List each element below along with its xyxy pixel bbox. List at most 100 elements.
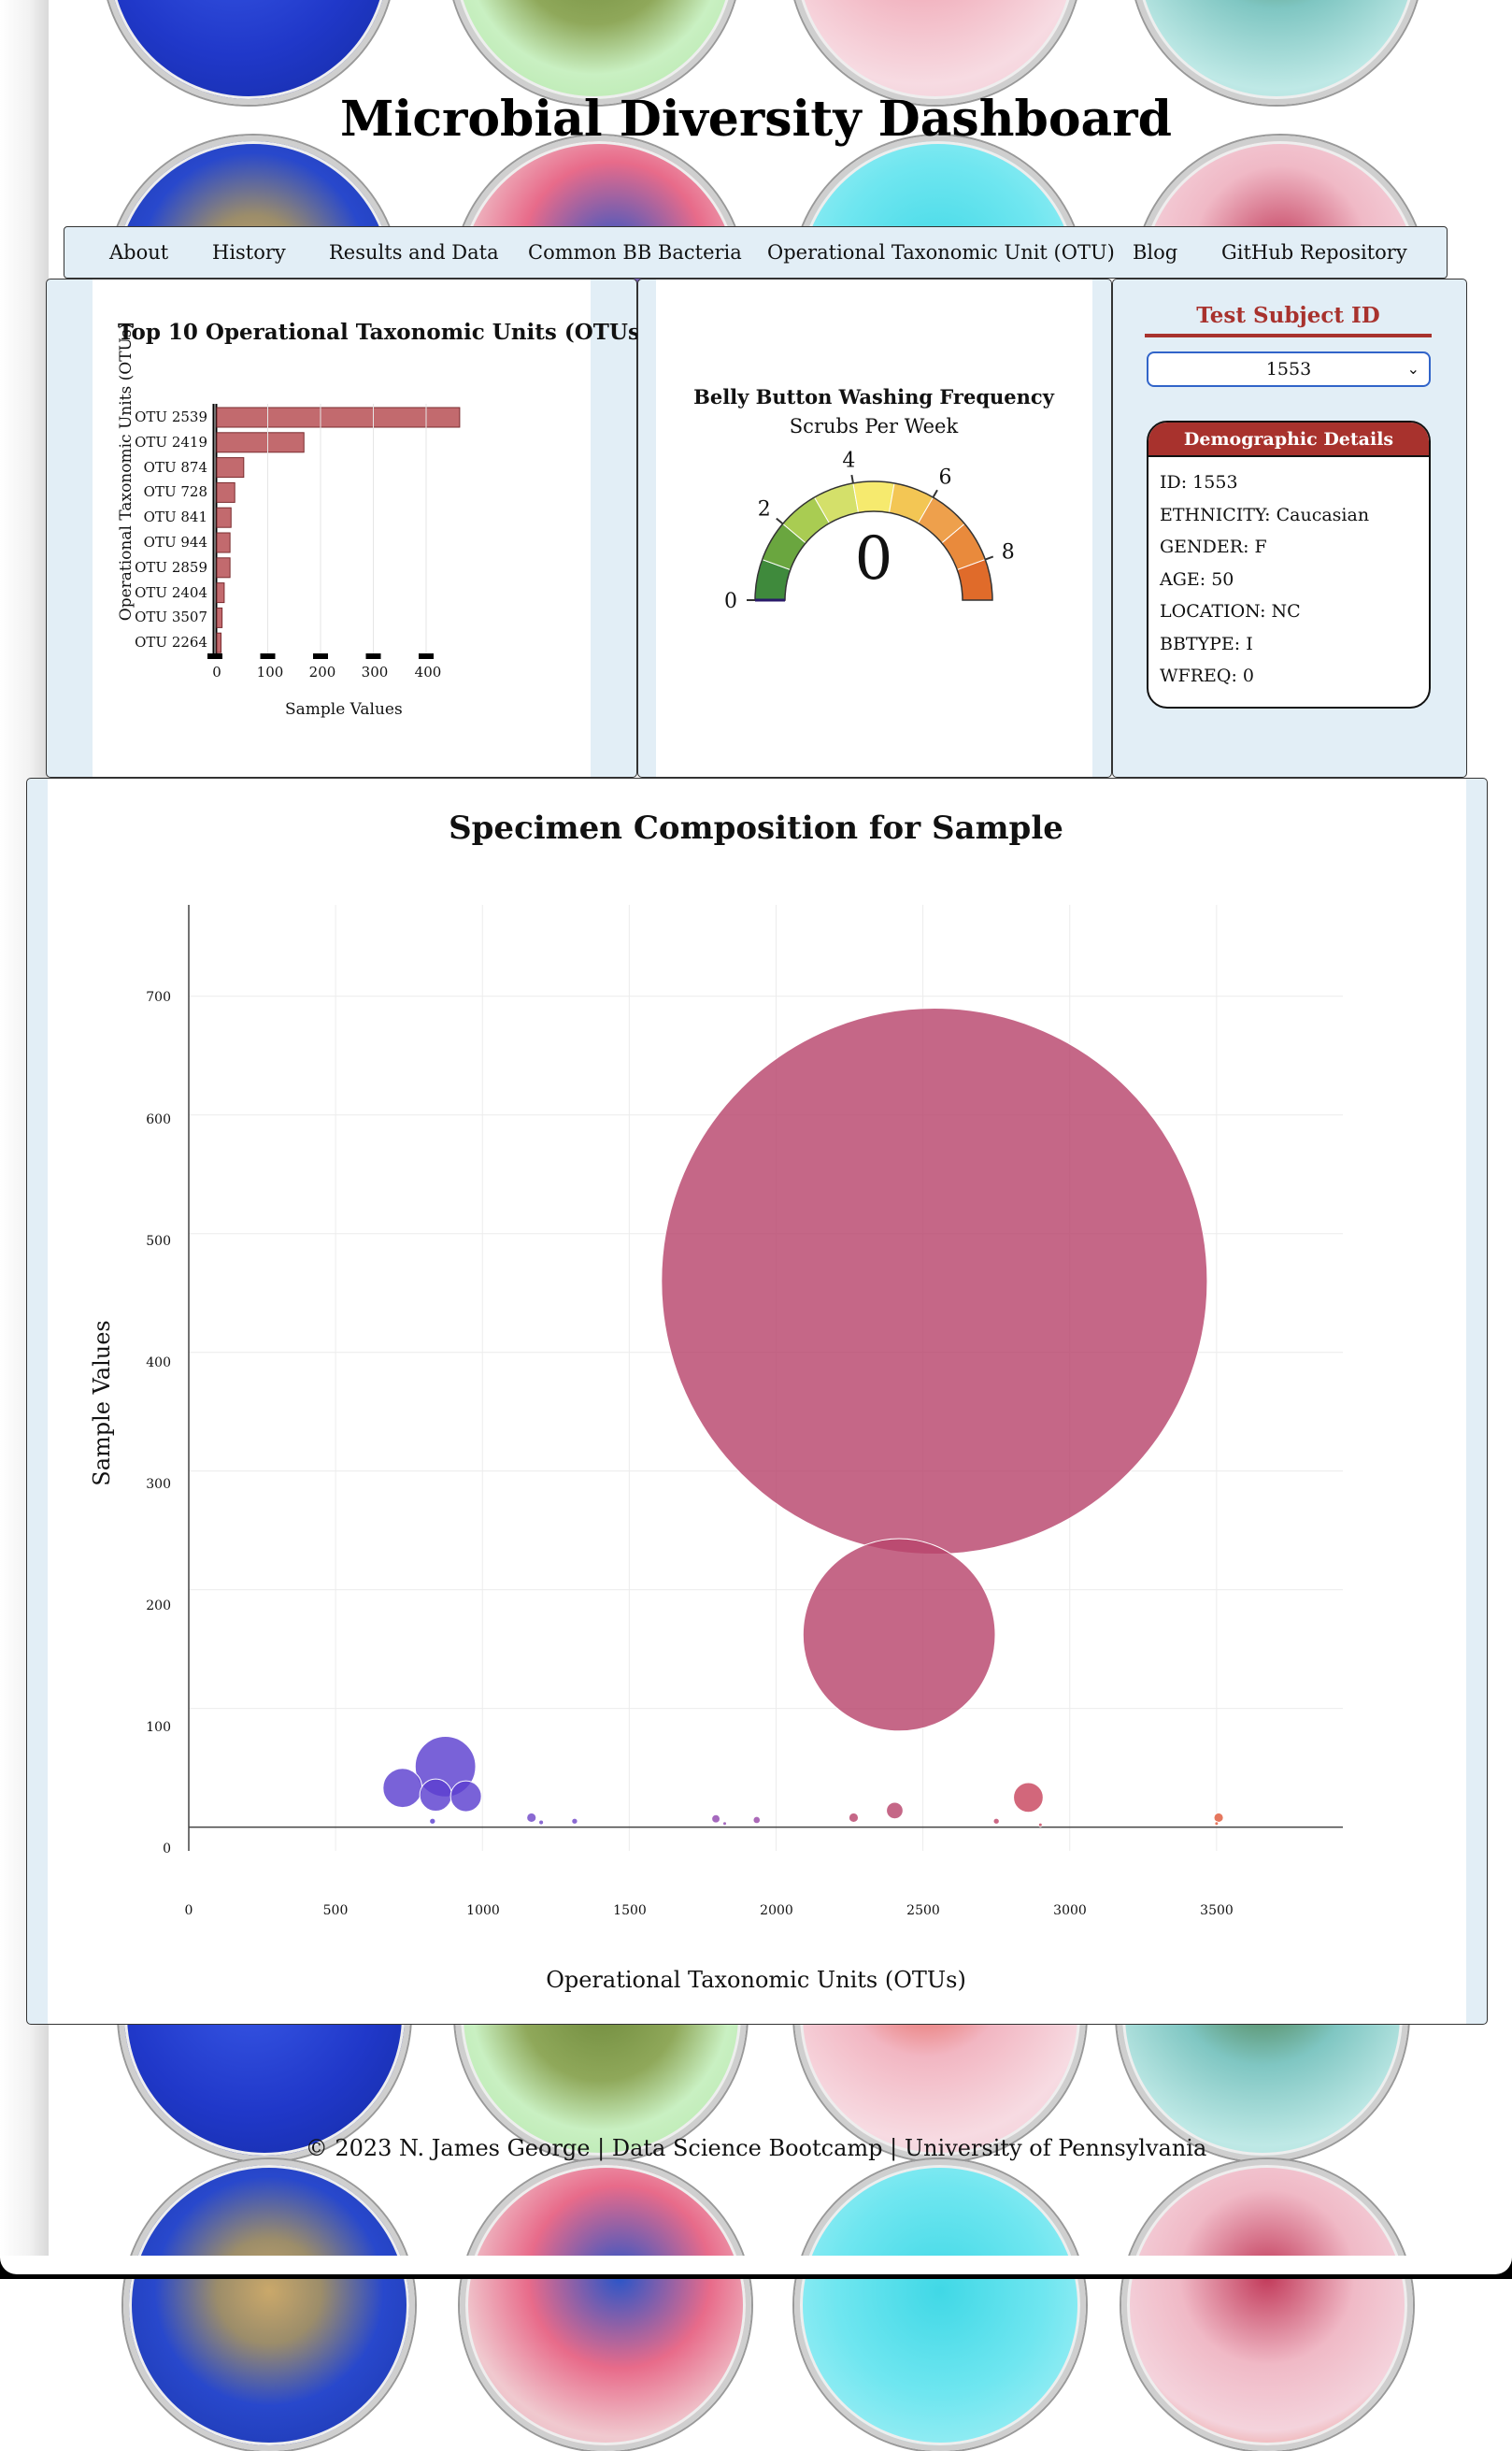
nav-common-bb-bacteria[interactable]: Common BB Bacteria	[528, 241, 742, 264]
bubble-x-tick: 1500	[613, 1903, 647, 1918]
test-subject-heading: Test Subject ID	[1145, 303, 1432, 337]
bar-chart-svg	[207, 404, 461, 659]
gauge-tick	[850, 474, 854, 484]
page-title: Microbial Diversity Dashboard	[340, 91, 1172, 148]
chevron-down-icon: ⌄	[1406, 360, 1419, 378]
bar-x-tick: 400	[414, 664, 442, 681]
gauge-tick	[776, 517, 784, 525]
bubble-x-tick: 3000	[1053, 1903, 1087, 1918]
bubble-y-tick: 600	[146, 1112, 171, 1127]
nav-blog[interactable]: Blog	[1133, 241, 1178, 264]
bar-x-tick-mark	[207, 653, 222, 659]
bubble-chart-x-axis-label: Operational Taxonomic Units (OTUs)	[546, 1967, 966, 1993]
bar-chart-title: Top 10 Operational Taxonomic Units (OTUs…	[118, 320, 650, 345]
bar	[216, 557, 231, 579]
bar	[216, 432, 305, 453]
bubble-x-tick: 2500	[906, 1903, 940, 1918]
nav-about[interactable]: About	[109, 241, 169, 264]
nav-history[interactable]: History	[212, 241, 286, 264]
demographic-row: AGE: 50	[1160, 568, 1234, 590]
bar	[216, 532, 231, 553]
footer: © 2023 N. James George | Data Science Bo…	[305, 2135, 1207, 2161]
bar	[216, 407, 461, 428]
bar-x-tick: 200	[308, 664, 336, 681]
bubble-x-tick: 500	[322, 1903, 349, 1918]
bubble-x-tick: 3500	[1200, 1903, 1234, 1918]
demographic-row: ETHNICITY: Caucasian	[1160, 504, 1370, 525]
bubble	[992, 1817, 1000, 1825]
bar-y-tick-label: OTU 2419	[135, 433, 207, 451]
bar	[216, 481, 235, 503]
bubble-y-tick: 200	[146, 1598, 171, 1613]
demographic-row: ID: 1553	[1160, 472, 1238, 493]
bubble-y-tick: 100	[146, 1720, 171, 1735]
gauge-panel	[637, 279, 1112, 778]
bar-y-tick-label: OTU 2539	[135, 408, 207, 425]
bubble	[1213, 1812, 1224, 1824]
gauge-area	[656, 280, 1092, 777]
bar	[216, 607, 223, 628]
bubble	[449, 1780, 482, 1813]
bar-y-tick-label: OTU 2264	[135, 634, 207, 652]
gauge-tick	[984, 555, 994, 561]
bar-y-tick-label: OTU 2859	[135, 558, 207, 576]
bubble-x-tick: 2000	[760, 1903, 793, 1918]
bubble-y-tick: 300	[146, 1477, 171, 1492]
petri-dish-image	[794, 2159, 1086, 2451]
bubble	[571, 1817, 578, 1825]
nav-otu[interactable]: Operational Taxonomic Unit (OTU)	[767, 241, 1115, 264]
subject-id-select[interactable]: 1553 ⌄	[1147, 351, 1431, 387]
demographic-row: LOCATION: NC	[1160, 601, 1301, 622]
bubble-y-tick: 700	[146, 990, 171, 1005]
bubble	[419, 1778, 452, 1812]
gauge-subtitle: Scrubs Per Week	[789, 415, 959, 437]
bubble	[752, 1815, 762, 1825]
bubble-y-tick: 500	[146, 1234, 171, 1249]
bubble	[848, 1812, 860, 1824]
bar	[216, 632, 222, 653]
bubble	[711, 1813, 721, 1824]
bar	[216, 507, 232, 528]
bar-y-tick-label: OTU 2404	[135, 583, 207, 601]
bar-x-tick-mark	[365, 653, 381, 659]
bubble	[886, 1801, 904, 1820]
bar-chart-x-axis-label: Sample Values	[285, 700, 403, 719]
bubble	[1214, 1821, 1220, 1827]
bar-x-tick-mark	[260, 653, 276, 659]
main-navbar: About History Results and Data Common BB…	[64, 226, 1448, 279]
nav-results-and-data[interactable]: Results and Data	[329, 241, 499, 264]
bar	[216, 457, 245, 479]
bar-x-tick: 300	[361, 664, 389, 681]
gauge-tick-label: 6	[939, 466, 952, 489]
gauge-value: 0	[854, 524, 893, 594]
gauge-title: Belly Button Washing Frequency	[693, 385, 1054, 408]
petri-dish-image	[460, 2159, 751, 2451]
window-bottom-edge	[0, 2256, 1512, 2279]
bubble	[722, 1821, 728, 1827]
nav-github-repository[interactable]: GitHub Repository	[1221, 241, 1407, 264]
bar-x-tick-mark	[313, 653, 328, 659]
bar-y-tick-label: OTU 874	[143, 458, 207, 476]
bar	[216, 582, 225, 604]
bubble-x-tick: 0	[184, 1903, 193, 1918]
petri-dish-image	[123, 2159, 415, 2451]
gauge-svg: 0 2 4 6 8	[724, 449, 1015, 613]
gauge-outline	[754, 480, 993, 601]
bubble-chart-title: Specimen Composition for Sample	[449, 810, 1063, 847]
gauge-tick-label: 4	[842, 449, 855, 472]
bubble-y-tick: 400	[146, 1355, 171, 1370]
gauge-tick-label: 0	[724, 590, 737, 613]
bar-y-tick-label: OTU 944	[143, 534, 207, 551]
bubble	[429, 1817, 436, 1825]
subject-id-selected-value: 1553	[1265, 359, 1312, 380]
bar-y-tick-label: OTU 728	[143, 483, 207, 501]
demographic-card-title: Demographic Details	[1148, 423, 1429, 457]
bubble-y-tick: 0	[163, 1842, 171, 1856]
bubble	[661, 1007, 1208, 1555]
bar-x-tick: 0	[212, 664, 221, 681]
gauge-tick-label: 2	[758, 498, 771, 522]
gauge-tick	[932, 489, 938, 498]
petri-dish-image	[1121, 2159, 1413, 2451]
bar-x-tick: 100	[256, 664, 284, 681]
bubble	[1037, 1822, 1043, 1828]
